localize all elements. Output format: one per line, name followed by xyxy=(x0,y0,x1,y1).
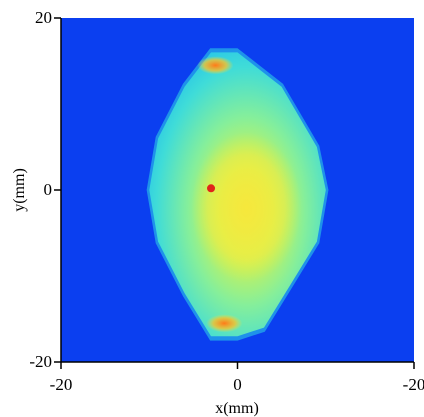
x-axis-ticks: -20 0 -20 xyxy=(50,362,424,394)
y-axis-ticks: -20 0 20 xyxy=(29,8,61,371)
hot-region-1 xyxy=(206,314,243,333)
x-tick-label: 0 xyxy=(233,375,242,394)
y-tick-label: 20 xyxy=(35,8,52,27)
y-tick-label: -20 xyxy=(29,352,52,371)
hot-region-0 xyxy=(197,56,234,75)
intensity-spot xyxy=(146,48,329,341)
hot-region-2 xyxy=(207,184,216,193)
x-axis-label: x(mm) xyxy=(215,400,259,417)
y-tick-label: 0 xyxy=(44,180,53,199)
x-tick-label: -20 xyxy=(403,375,424,394)
x-tick-label: -20 xyxy=(50,375,73,394)
y-axis-label: y(mm) xyxy=(11,168,28,212)
spot-core xyxy=(191,132,302,283)
